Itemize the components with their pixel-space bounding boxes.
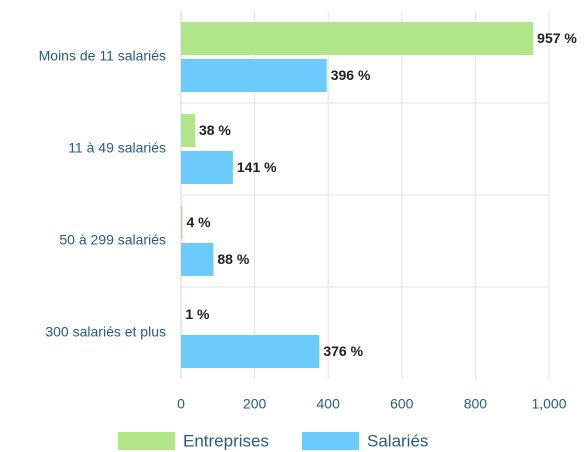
bar — [181, 114, 195, 147]
category-label: 50 à 299 salariés — [59, 232, 166, 248]
value-label: 376 % — [323, 343, 363, 359]
x-tick-label: 600 — [390, 396, 414, 412]
bar — [181, 22, 534, 55]
bar — [181, 335, 320, 368]
value-label: 88 % — [217, 251, 249, 267]
value-label: 4 % — [186, 214, 211, 230]
x-tick-label: 400 — [317, 396, 341, 412]
category-label: Moins de 11 salariés — [39, 48, 166, 64]
value-label: 141 % — [237, 159, 277, 175]
legend-swatch — [302, 432, 359, 450]
value-label: 38 % — [199, 122, 231, 138]
bar — [181, 206, 183, 239]
category-label: 300 salariés et plus — [45, 324, 166, 340]
legend-label: Salariés — [367, 431, 428, 450]
legend-swatch — [118, 432, 175, 450]
bar — [181, 151, 233, 184]
legend-label: Entreprises — [183, 431, 269, 450]
value-label: 1 % — [185, 306, 210, 322]
value-label: 396 % — [331, 67, 371, 83]
x-tick-label: 200 — [243, 396, 267, 412]
bar — [181, 243, 214, 276]
value-label: 957 % — [537, 30, 577, 46]
x-tick-label: 800 — [464, 396, 488, 412]
category-label: 11 à 49 salariés — [68, 140, 166, 156]
x-tick-label: 1,000 — [531, 396, 566, 412]
x-tick-label: 0 — [177, 396, 185, 412]
bar — [181, 59, 327, 92]
